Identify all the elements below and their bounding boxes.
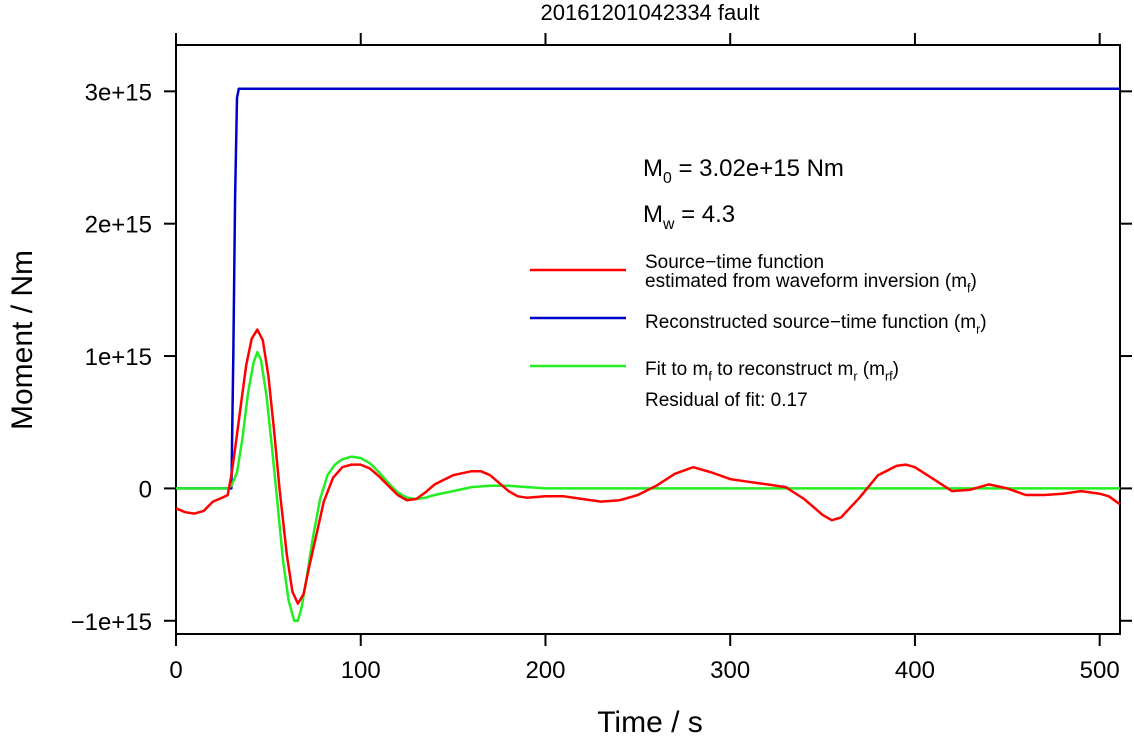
y-tick-label: 1e+15 (85, 344, 152, 371)
x-tick-label: 0 (169, 657, 182, 684)
annotation-residual: Residual of fit: 0.17 (645, 390, 808, 411)
x-tick-label: 300 (710, 657, 750, 684)
axis-ticks: 0 100 200 300 400 500 −1e+15 0 1e+15 2e+15 3e+15 (71, 33, 1132, 684)
series-line-stf (175, 328, 1121, 605)
chart-title: 20161201042334 fault (541, 0, 760, 25)
x-tick-label: 400 (895, 657, 935, 684)
x-axis-label: Time / s (597, 706, 703, 736)
y-tick-label: 3e+15 (85, 79, 152, 106)
series-layer (175, 87, 1121, 623)
legend-label-fit: Fit to mf to reconstruct mr (mrf) (645, 359, 899, 384)
x-tick-label: 200 (525, 657, 565, 684)
legend-label-stf: Source−time function (645, 252, 824, 273)
plot-frame (175, 44, 1121, 635)
legend-label-reconstructed: Reconstructed source−time function (mr) (645, 312, 987, 337)
y-axis-label: Moment / Nm (6, 250, 39, 430)
y-tick-label: −1e+15 (71, 609, 152, 636)
legend-label-stf: estimated from waveform inversion (mf) (645, 271, 977, 296)
x-tick-label: 100 (341, 657, 381, 684)
y-tick-label: 2e+15 (85, 212, 152, 239)
annotations: M0 = 3.02e+15 Nm Mw = 4.3 Residual of fit:… (643, 155, 844, 411)
annotation-m0: M0 = 3.02e+15 Nm (643, 155, 844, 187)
annotation-mw: Mw = 4.3 (643, 201, 735, 233)
series-line-reconstructed (176, 87, 1120, 490)
y-tick-label: 0 (139, 476, 152, 503)
x-tick-label: 500 (1080, 657, 1120, 684)
series-line-fit (176, 350, 1120, 623)
